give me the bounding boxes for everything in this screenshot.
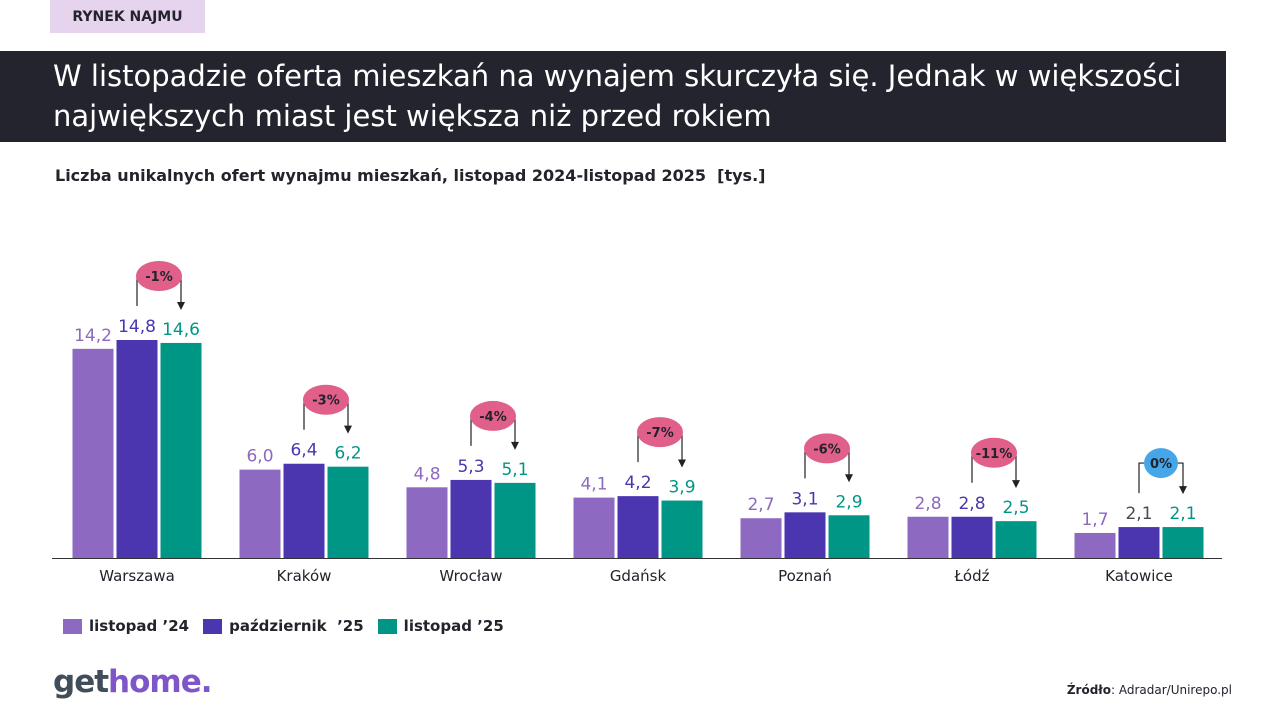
bar bbox=[1074, 532, 1116, 558]
arrow-down-icon bbox=[177, 301, 185, 310]
arrow-down-icon bbox=[845, 474, 853, 483]
headline-banner: W listopadzie oferta mieszkań na wynajem… bbox=[0, 51, 1226, 142]
category-label: Poznań bbox=[778, 567, 832, 585]
data-label: 1,7 bbox=[1081, 510, 1108, 530]
data-label: 2,8 bbox=[958, 494, 985, 514]
data-label: 14,2 bbox=[74, 326, 112, 346]
arrow-down-icon bbox=[344, 425, 352, 434]
change-badge bbox=[136, 261, 182, 291]
bar bbox=[1162, 527, 1204, 558]
data-label: 14,8 bbox=[118, 317, 156, 337]
bar bbox=[450, 479, 492, 558]
change-label: -1% bbox=[145, 270, 172, 285]
bar bbox=[995, 521, 1037, 558]
category-label: Wrocław bbox=[439, 567, 502, 585]
bar bbox=[907, 516, 949, 558]
bar bbox=[740, 518, 782, 558]
category-label: Gdańsk bbox=[610, 567, 667, 585]
headline: W listopadzie oferta mieszkań na wynajem… bbox=[53, 59, 1182, 133]
data-label: 4,1 bbox=[580, 475, 607, 495]
data-label: 14,6 bbox=[162, 320, 200, 340]
data-label: 4,2 bbox=[624, 473, 651, 493]
data-label: 2,9 bbox=[835, 492, 862, 512]
bar bbox=[784, 512, 826, 558]
category-label: Łódź bbox=[953, 567, 989, 585]
data-label: 2,5 bbox=[1002, 498, 1029, 518]
data-label: 5,1 bbox=[501, 460, 528, 480]
arrow-down-icon bbox=[1012, 480, 1020, 489]
bar bbox=[239, 469, 281, 558]
change-badge bbox=[1144, 448, 1178, 479]
source-note: Źródło: Adradar/Unirepo.pl bbox=[1066, 683, 1232, 697]
bar bbox=[160, 342, 202, 558]
data-label: 6,0 bbox=[246, 447, 273, 467]
legend: listopad ’24 październik ’25 listopad ’2… bbox=[63, 617, 504, 635]
data-label: 5,3 bbox=[457, 457, 484, 477]
legend-label: listopad ’25 bbox=[403, 617, 504, 635]
arrow-down-icon bbox=[678, 459, 686, 468]
change-badge bbox=[637, 417, 683, 448]
category-label: Warszawa bbox=[99, 567, 175, 585]
legend-swatch bbox=[63, 618, 82, 634]
chart-title: Liczba unikalnych ofert wynajmu mieszkań… bbox=[55, 166, 766, 185]
bar bbox=[617, 496, 659, 558]
data-label: 6,2 bbox=[334, 444, 361, 464]
data-label: 4,8 bbox=[413, 464, 440, 484]
gethome-logo: gethome. bbox=[53, 664, 213, 700]
data-label: 3,1 bbox=[791, 489, 818, 509]
legend-label: październik ’25 bbox=[229, 617, 364, 635]
data-label: 2,8 bbox=[914, 494, 941, 514]
change-label: -4% bbox=[479, 410, 506, 425]
change-label: -11% bbox=[976, 447, 1013, 462]
bar bbox=[72, 348, 114, 558]
data-label: 2,1 bbox=[1169, 504, 1196, 524]
change-label: -3% bbox=[312, 394, 339, 409]
bar bbox=[951, 516, 993, 558]
bar bbox=[327, 466, 369, 558]
bar bbox=[406, 487, 448, 558]
bar bbox=[573, 497, 615, 558]
arrow-down-icon bbox=[1179, 486, 1187, 495]
arrow-down-icon bbox=[511, 441, 519, 450]
legend-swatch bbox=[377, 618, 397, 634]
bar bbox=[661, 500, 703, 558]
legend-swatch bbox=[203, 618, 223, 634]
legend-item: październik ’25 bbox=[203, 617, 364, 635]
data-label: 3,9 bbox=[668, 478, 695, 498]
data-label: 6,4 bbox=[290, 441, 317, 461]
bar bbox=[283, 463, 325, 558]
legend-item: listopad ’24 bbox=[63, 617, 189, 635]
legend-item: listopad ’25 bbox=[377, 617, 504, 635]
change-label: -7% bbox=[646, 426, 673, 441]
category-label: Katowice bbox=[1105, 567, 1173, 585]
change-label: 0% bbox=[1150, 457, 1172, 472]
section-tag: RYNEK NAJMU bbox=[50, 0, 205, 33]
legend-label: listopad ’24 bbox=[89, 617, 190, 635]
bar bbox=[494, 482, 536, 558]
change-badge bbox=[971, 437, 1017, 468]
category-label: Kraków bbox=[277, 567, 332, 585]
data-label: 2,1 bbox=[1125, 504, 1152, 524]
change-badge bbox=[470, 400, 516, 431]
change-badge bbox=[804, 433, 850, 464]
bar bbox=[828, 515, 870, 558]
change-label: -6% bbox=[813, 442, 840, 457]
data-label: 2,7 bbox=[747, 495, 774, 515]
bar bbox=[116, 340, 158, 558]
change-badge bbox=[303, 384, 349, 415]
bar bbox=[1118, 527, 1160, 558]
